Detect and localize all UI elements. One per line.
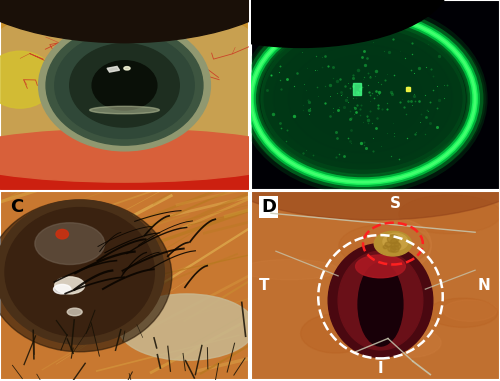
- Ellipse shape: [274, 34, 452, 163]
- Ellipse shape: [0, 0, 286, 186]
- Text: B: B: [261, 8, 274, 26]
- Ellipse shape: [118, 294, 255, 360]
- Text: A: A: [10, 8, 24, 26]
- Ellipse shape: [258, 23, 468, 174]
- Ellipse shape: [90, 106, 160, 114]
- Ellipse shape: [0, 129, 299, 182]
- Ellipse shape: [0, 147, 299, 271]
- Circle shape: [55, 32, 194, 139]
- Ellipse shape: [0, 51, 55, 108]
- Ellipse shape: [339, 224, 430, 267]
- Circle shape: [390, 239, 397, 244]
- Circle shape: [388, 235, 399, 243]
- Ellipse shape: [358, 263, 403, 346]
- Ellipse shape: [55, 277, 84, 294]
- Ellipse shape: [428, 298, 498, 327]
- Ellipse shape: [318, 66, 408, 131]
- Ellipse shape: [379, 328, 441, 357]
- Ellipse shape: [338, 251, 423, 350]
- Circle shape: [38, 20, 210, 151]
- Circle shape: [390, 246, 399, 252]
- Ellipse shape: [374, 231, 412, 256]
- Circle shape: [384, 245, 388, 249]
- Circle shape: [388, 246, 396, 252]
- Text: S: S: [390, 196, 401, 211]
- Ellipse shape: [300, 314, 371, 353]
- Ellipse shape: [364, 219, 432, 271]
- Circle shape: [56, 229, 68, 239]
- Ellipse shape: [0, 200, 164, 344]
- Ellipse shape: [214, 115, 500, 220]
- Text: I: I: [378, 362, 384, 376]
- Ellipse shape: [328, 243, 433, 357]
- Ellipse shape: [304, 55, 423, 142]
- Ellipse shape: [67, 308, 82, 316]
- Text: C: C: [10, 198, 23, 216]
- Ellipse shape: [0, 153, 311, 219]
- Polygon shape: [353, 83, 360, 95]
- Polygon shape: [107, 66, 120, 72]
- Ellipse shape: [383, 233, 408, 250]
- Text: D: D: [261, 198, 276, 216]
- Ellipse shape: [124, 67, 130, 70]
- Text: N: N: [478, 278, 490, 293]
- Ellipse shape: [443, 300, 496, 321]
- Circle shape: [391, 242, 401, 250]
- Ellipse shape: [288, 45, 438, 153]
- Text: T: T: [258, 278, 269, 293]
- Ellipse shape: [356, 255, 406, 278]
- Ellipse shape: [241, 259, 338, 280]
- Circle shape: [92, 61, 157, 110]
- Circle shape: [70, 44, 180, 127]
- Ellipse shape: [0, 200, 172, 352]
- Circle shape: [46, 26, 203, 145]
- Ellipse shape: [261, 23, 465, 174]
- Ellipse shape: [35, 223, 104, 264]
- Ellipse shape: [398, 195, 500, 234]
- Ellipse shape: [0, 0, 299, 43]
- Circle shape: [385, 242, 392, 247]
- Ellipse shape: [152, 0, 450, 48]
- Ellipse shape: [241, 8, 485, 189]
- Ellipse shape: [333, 77, 393, 120]
- Ellipse shape: [54, 285, 71, 294]
- Ellipse shape: [5, 208, 154, 336]
- Circle shape: [394, 242, 400, 247]
